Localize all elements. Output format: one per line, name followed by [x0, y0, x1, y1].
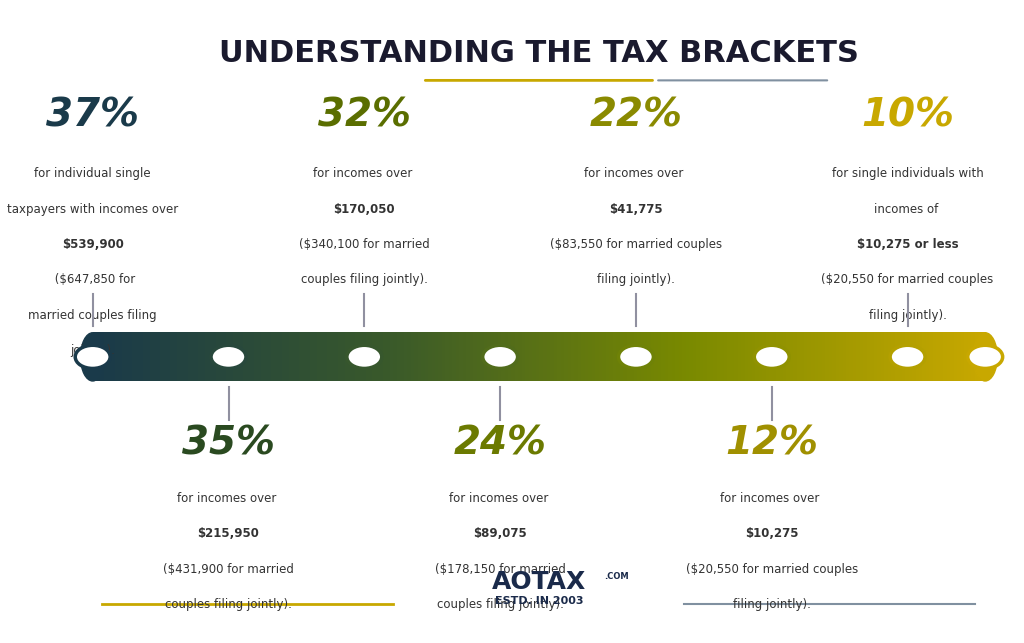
Text: for incomes over: for incomes over	[449, 492, 552, 505]
Text: for incomes over: for incomes over	[177, 492, 281, 505]
Text: for incomes over: for incomes over	[312, 167, 416, 180]
Text: $170,050: $170,050	[334, 203, 395, 215]
Circle shape	[347, 345, 382, 368]
Text: taxpayers with incomes over: taxpayers with incomes over	[7, 203, 178, 215]
Text: couples filing jointly).: couples filing jointly).	[301, 273, 428, 286]
Text: ESTD. IN 2003: ESTD. IN 2003	[495, 596, 584, 606]
Text: ($20,550 for married couples: ($20,550 for married couples	[821, 273, 993, 286]
Text: 35%: 35%	[182, 424, 275, 463]
Text: filing jointly).: filing jointly).	[597, 273, 675, 286]
Text: ($647,850 for: ($647,850 for	[50, 273, 135, 286]
Text: incomes of: incomes of	[873, 203, 942, 215]
Text: ($431,900 for married: ($431,900 for married	[163, 563, 294, 575]
Text: ($20,550 for married couples: ($20,550 for married couples	[686, 563, 858, 575]
Circle shape	[890, 345, 925, 368]
Text: UNDERSTANDING THE TAX BRACKETS: UNDERSTANDING THE TAX BRACKETS	[219, 39, 859, 68]
Text: 37%: 37%	[46, 96, 139, 135]
Text: $215,950: $215,950	[198, 527, 259, 540]
Text: $41,775: $41,775	[609, 203, 663, 215]
Text: 32%: 32%	[317, 96, 411, 135]
Text: jointly).: jointly).	[71, 344, 115, 357]
Text: ($83,550 for married couples: ($83,550 for married couples	[550, 238, 722, 251]
Text: couples filing jointly).: couples filing jointly).	[436, 598, 563, 611]
Text: married couples filing: married couples filing	[29, 309, 157, 322]
Text: for incomes over: for incomes over	[720, 492, 823, 505]
Circle shape	[75, 345, 111, 368]
Text: $89,075: $89,075	[473, 527, 527, 540]
Text: ($178,150 for married: ($178,150 for married	[435, 563, 565, 575]
Text: filing jointly).: filing jointly).	[868, 309, 946, 322]
Text: $10,275 or less: $10,275 or less	[857, 238, 958, 251]
Text: for individual single: for individual single	[35, 167, 151, 180]
Text: couples filing jointly).: couples filing jointly).	[165, 598, 292, 611]
Text: $10,275: $10,275	[745, 527, 799, 540]
Circle shape	[482, 345, 517, 368]
Circle shape	[968, 345, 1002, 368]
Text: for single individuals with: for single individuals with	[831, 167, 983, 180]
Text: 22%: 22%	[590, 96, 682, 135]
Circle shape	[755, 345, 790, 368]
Text: 12%: 12%	[725, 424, 818, 463]
Circle shape	[618, 345, 653, 368]
Circle shape	[211, 345, 246, 368]
Text: filing jointly).: filing jointly).	[733, 598, 811, 611]
Text: 24%: 24%	[454, 424, 547, 463]
Text: for incomes over: for incomes over	[585, 167, 687, 180]
Text: AOTAX: AOTAX	[492, 570, 586, 594]
Text: 10%: 10%	[861, 96, 954, 135]
Text: ($340,100 for married: ($340,100 for married	[299, 238, 430, 251]
Text: .COM: .COM	[604, 572, 629, 581]
Ellipse shape	[973, 333, 997, 381]
Text: $539,900: $539,900	[61, 238, 124, 251]
Ellipse shape	[81, 333, 104, 381]
